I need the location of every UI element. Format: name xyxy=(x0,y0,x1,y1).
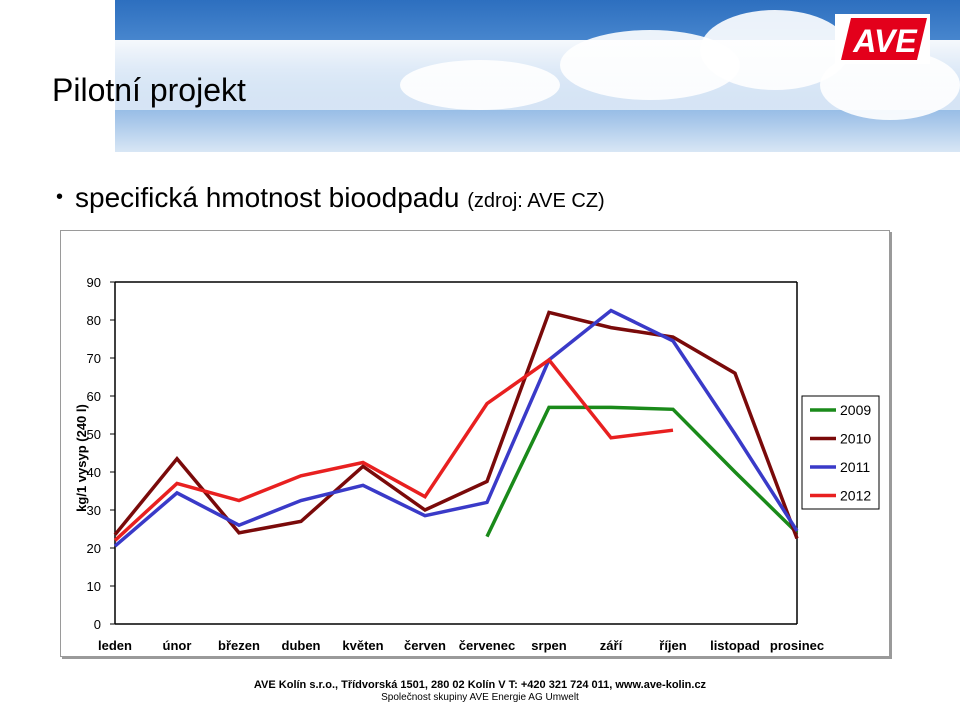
legend-label: 2012 xyxy=(840,488,871,504)
bullet-text: specifická hmotnost bioodpadu xyxy=(75,182,460,213)
footer-address: AVE Kolín s.r.o., Třídvorská 1501, 280 0… xyxy=(253,679,707,691)
y-tick-label: 70 xyxy=(87,351,101,366)
y-tick-label: 40 xyxy=(87,465,101,480)
bullet-source: (zdroj: AVE CZ) xyxy=(467,190,605,212)
y-tick-label: 30 xyxy=(87,503,101,518)
x-tick-label: srpen xyxy=(531,638,566,653)
bullet-item: • specifická hmotnost bioodpadu (zdroj: A… xyxy=(56,182,605,214)
x-tick-label: září xyxy=(600,638,623,653)
x-tick-label: listopad xyxy=(710,638,760,653)
series-line-2012 xyxy=(113,357,674,542)
y-tick-label: 50 xyxy=(87,427,101,442)
x-tick-label: únor xyxy=(163,638,192,653)
line-chart: 0 10 20 30 40 50 60 70 80 90 kg/1 vysyp (240 l) led… xyxy=(74,275,880,653)
header-haze xyxy=(0,40,960,110)
logo-text: AVE xyxy=(852,23,918,59)
x-tick-label: květen xyxy=(342,638,383,653)
x-tick-label: prosinec xyxy=(770,638,824,653)
x-tick-label: leden xyxy=(98,638,132,653)
y-tick-label: 90 xyxy=(87,275,101,290)
y-tick-label: 80 xyxy=(87,313,101,328)
x-tick-label: duben xyxy=(282,638,321,653)
y-tick-label: 20 xyxy=(87,541,101,556)
series-line-2011 xyxy=(113,308,799,548)
series-line-2009 xyxy=(485,405,799,538)
legend-label: 2009 xyxy=(840,402,871,418)
y-tick-label: 0 xyxy=(94,617,101,632)
bullet-dot-icon: • xyxy=(56,186,64,208)
footer-company: Společnost skupiny AVE Energie AG Umwelt xyxy=(381,692,579,703)
series-line-2010 xyxy=(113,310,799,540)
slide-title: Pilotní projekt xyxy=(52,72,246,108)
y-axis-label: kg/1 vysyp (240 l) xyxy=(74,404,89,512)
x-tick-label: březen xyxy=(218,638,260,653)
x-tick-label: červen xyxy=(404,638,446,653)
legend-label: 2010 xyxy=(840,431,871,447)
y-tick-label: 60 xyxy=(87,389,101,404)
y-tick-label: 10 xyxy=(87,579,101,594)
ave-logo: AVE xyxy=(835,14,930,64)
header-background xyxy=(0,0,960,152)
x-tick-label: červenec xyxy=(459,638,515,653)
legend-label: 2011 xyxy=(840,459,870,475)
x-tick-label: říjen xyxy=(659,638,687,653)
chart-panel: 0 10 20 30 40 50 60 70 80 90 kg/1 vysyp (240 l) led… xyxy=(60,230,890,657)
legend-box xyxy=(801,395,880,510)
